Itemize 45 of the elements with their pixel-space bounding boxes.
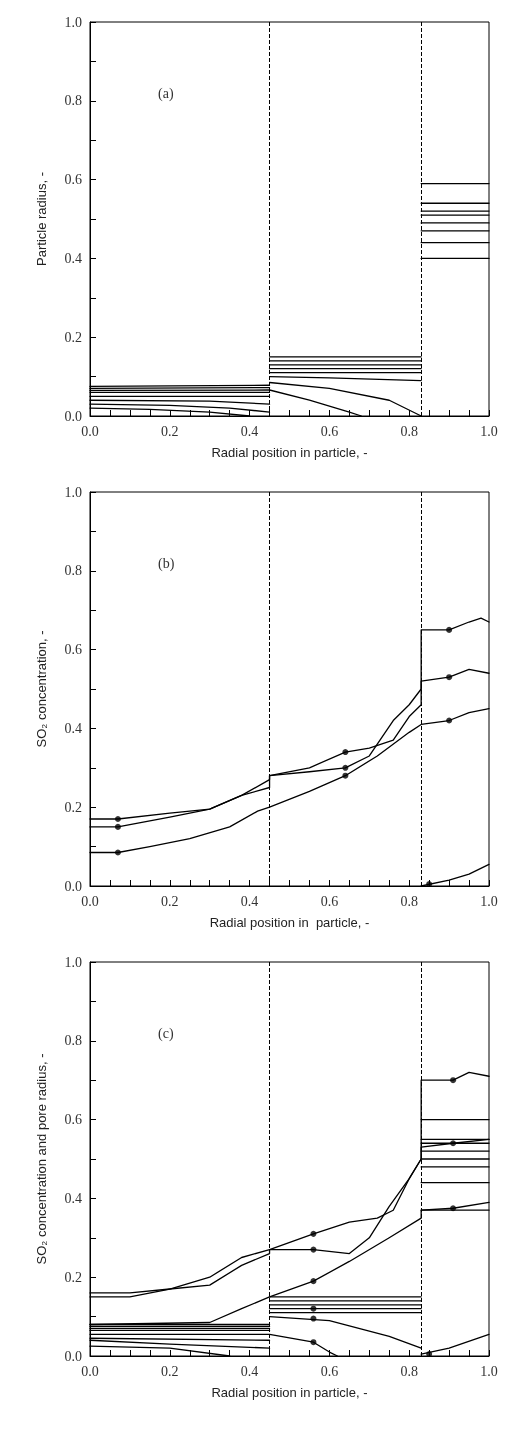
x-tick-label: 0.6 [320,423,339,439]
annotation: (c) [158,1025,174,1042]
y-tick-label: 1.0 [64,954,82,970]
y-tick-label: 0.4 [64,720,82,736]
x-tick-label: 0.2 [161,423,179,439]
y-tick-label: 0.6 [64,642,82,658]
x-tick-label: 0.0 [81,1363,99,1379]
x-tick-label: 0.2 [161,1363,179,1379]
y-tick-label: 0.4 [64,1190,82,1206]
annotation: (b) [158,555,175,572]
x-tick-label: 0.2 [161,893,179,909]
x-tick-label: 0.8 [400,893,418,909]
y-tick-label: 1.0 [64,484,82,500]
y-tick-label: 0.8 [64,563,82,579]
y-tick-label: 0.0 [64,1348,82,1364]
y-tick-label: 0.8 [64,93,82,109]
y-axis-title: Particle radius, - [34,172,49,266]
y-tick-label: 0.2 [64,329,82,345]
x-tick-label: 0.0 [81,423,99,439]
y-axis-title: SO₂ concentration, - [34,630,49,748]
x-tick-label: 0.8 [400,423,418,439]
y-tick-label: 0.2 [64,799,82,815]
y-tick-label: 0.8 [64,1033,82,1049]
y-tick-label: 0.0 [64,408,82,424]
annotation: (a) [158,85,174,102]
y-tick-label: 1.0 [64,14,82,30]
y-tick-label: 0.6 [64,172,82,188]
x-tick-label: 0.0 [81,893,99,909]
x-tick-label: 0.8 [400,1363,418,1379]
x-tick-label: 0.4 [240,423,259,439]
x-tick-label: 1.0 [480,423,498,439]
y-tick-label: 0.0 [64,878,82,894]
y-axis-title: SO₂ concentration and pore radius, - [34,1053,49,1265]
x-axis-title: Radial position in particle, - [211,1385,368,1400]
y-tick-label: 0.2 [64,1269,82,1285]
x-axis-title: Radial position in particle, - [209,915,370,930]
x-tick-label: 0.4 [240,1363,259,1379]
x-axis-title: Radial position in particle, - [211,445,368,460]
y-tick-label: 0.6 [64,1112,82,1128]
x-tick-label: 0.6 [320,893,339,909]
x-tick-label: 1.0 [480,1363,498,1379]
y-tick-label: 0.4 [64,250,82,266]
x-tick-label: 1.0 [480,893,498,909]
x-tick-label: 0.6 [320,1363,339,1379]
x-tick-label: 0.4 [240,893,259,909]
